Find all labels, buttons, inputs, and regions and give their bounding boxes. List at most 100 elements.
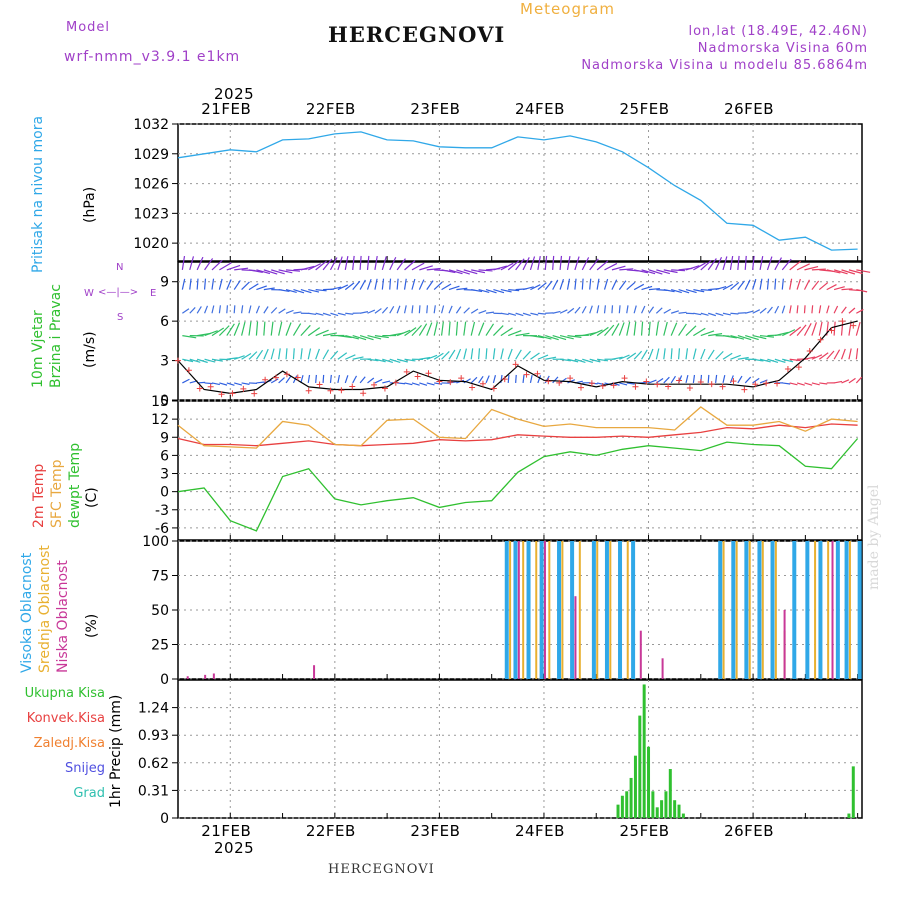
cloud-mid-bar — [735, 541, 738, 679]
wind-vector — [619, 268, 634, 271]
wind-vector — [233, 280, 241, 290]
wind-vector — [218, 305, 221, 314]
wind-vector — [278, 308, 286, 314]
wind-vector — [663, 308, 671, 314]
cloud-unit: (%) — [84, 613, 100, 638]
wind-vector — [219, 262, 232, 271]
wind-vector — [418, 323, 428, 336]
wind-vector — [582, 358, 594, 364]
wind-vector — [752, 377, 760, 384]
wind-vector — [352, 255, 355, 270]
wind-vector — [767, 380, 776, 384]
wind-vector — [197, 381, 206, 384]
cloud-high-bar — [835, 541, 840, 679]
date-label: 23FEB — [410, 822, 461, 840]
wind-vector — [492, 375, 497, 384]
wind-vector — [767, 334, 782, 337]
wind-vector — [263, 306, 269, 314]
wind-vector — [789, 305, 792, 314]
precip-bar — [616, 804, 620, 818]
wind-vector — [374, 378, 383, 384]
wind-vector — [641, 305, 646, 314]
wind-vector — [722, 374, 726, 384]
wind-vector — [818, 321, 823, 336]
wind-gust-marker — [817, 336, 824, 343]
wind-vector — [248, 305, 252, 314]
wind-vector — [211, 278, 215, 290]
wind-vector — [700, 348, 706, 360]
wind-vector — [241, 281, 250, 291]
wind-vector — [759, 358, 771, 363]
wind-vector — [478, 289, 490, 294]
wind-vector — [745, 310, 754, 314]
cloud-mid-bar — [827, 541, 830, 679]
model-elevation-label: Nadmorska Visina u modelu 85.6864m — [581, 58, 868, 73]
cloud-mid-bar — [535, 541, 538, 679]
wind-vector — [804, 265, 819, 271]
wind-vector — [715, 350, 724, 360]
precip-unit: 1hr Precip (mm) — [108, 694, 124, 808]
wind-vector — [826, 284, 837, 291]
y-tick-label: 0 — [160, 393, 169, 409]
wind-gust-marker — [458, 375, 465, 382]
y-tick-label: 9 — [160, 275, 169, 291]
wind-vector — [663, 289, 675, 293]
wind-vector — [344, 282, 355, 291]
wind-vector — [300, 289, 312, 294]
cloud-high-bar — [744, 541, 749, 679]
y-tick-label: 0 — [160, 811, 169, 827]
y-tick-label: 0 — [160, 672, 169, 688]
wind-vector — [789, 382, 798, 386]
wind-vector — [515, 374, 517, 383]
wind-vector — [189, 358, 201, 363]
wind-vector — [678, 311, 687, 314]
wind-vector — [463, 321, 467, 336]
wind-vector — [604, 262, 618, 271]
wind-vector — [374, 308, 382, 314]
cloud-mid-bar — [578, 541, 581, 679]
wind-vector — [841, 306, 847, 314]
wind-gust-marker — [479, 380, 486, 387]
wind-vector — [211, 259, 223, 271]
wind-vector — [397, 382, 406, 385]
wind-vector — [448, 349, 456, 360]
wind-vector — [811, 322, 817, 336]
wind-vector — [752, 358, 764, 362]
wind-vector — [856, 308, 864, 314]
wind-vector — [255, 349, 264, 360]
wind-vector — [774, 257, 783, 271]
wind-vector — [796, 324, 807, 336]
y-tick-label: 9 — [160, 430, 169, 446]
wind-gust-marker — [392, 379, 399, 386]
wind-vector — [596, 260, 609, 271]
wind-vector — [234, 382, 243, 386]
cloud-high-bar — [539, 541, 544, 679]
wind-vector — [744, 255, 747, 270]
wind-vector — [182, 335, 197, 339]
wind-vector — [255, 321, 259, 336]
precip-bar — [668, 769, 672, 818]
wind-vector — [307, 327, 321, 337]
wind-vector — [626, 305, 629, 314]
date-label: 26FEB — [724, 100, 775, 118]
wind-vector — [448, 321, 451, 336]
wind-vector — [256, 381, 265, 384]
wind-vector — [507, 348, 513, 360]
wind-gust-marker — [512, 361, 519, 368]
wind-vector — [448, 305, 453, 314]
wind-vector — [322, 374, 325, 383]
wind-vector — [566, 256, 571, 270]
wind-vector — [685, 289, 697, 294]
wind-vector — [219, 382, 228, 386]
wind-gust-marker — [719, 383, 726, 390]
wind-vector — [574, 306, 581, 314]
wind-vector — [337, 335, 352, 339]
wind-vector — [611, 323, 620, 336]
wind-vector — [833, 349, 841, 360]
wind-vector — [522, 374, 525, 383]
wind-vector — [248, 283, 259, 291]
wind-vector — [708, 312, 717, 317]
wind-vector — [796, 278, 801, 290]
wind-vector — [626, 281, 636, 291]
wind-vector — [826, 321, 829, 336]
